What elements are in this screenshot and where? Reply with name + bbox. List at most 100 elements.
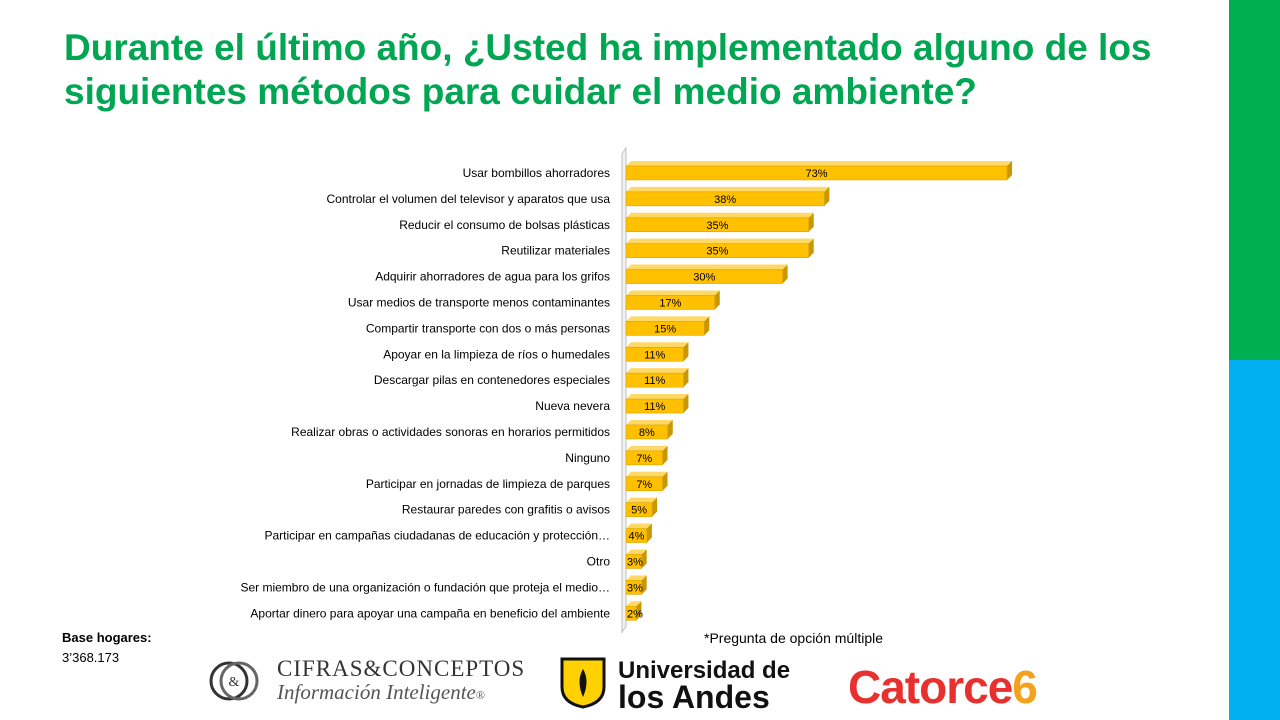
bar-front (625, 165, 1008, 181)
category-label: Nueva nevera (535, 399, 610, 413)
axis-wall (621, 146, 627, 634)
bar-front (625, 243, 809, 258)
bar-top (626, 368, 689, 374)
value-label: 4% (628, 531, 644, 543)
bar (625, 160, 1013, 181)
value-label: 11% (644, 349, 665, 361)
value-label: 7% (636, 479, 652, 491)
bar-top (626, 575, 647, 581)
bar (625, 342, 689, 362)
bar-top (626, 523, 652, 529)
bar-top (626, 212, 814, 218)
footnote: *Pregunta de opción múltiple (704, 630, 884, 646)
bar-top (626, 316, 710, 322)
bar (625, 419, 673, 440)
bar-top (626, 601, 642, 607)
bar-side (641, 575, 647, 595)
svg-text:&: & (229, 675, 240, 690)
page-title: Durante el último año, ¿Usted ha impleme… (64, 27, 1152, 112)
bar-top (626, 471, 668, 477)
cifras-conceptos-name: CIFRAS&CONCEPTOS (277, 656, 526, 681)
bar-top (626, 160, 1013, 166)
category-label: Controlar el volumen del televisor y apa… (327, 192, 611, 206)
cifras-conceptos-logo: & CIFRAS&CONCEPTOS Información Inteligen… (205, 654, 535, 710)
bar-side (824, 186, 830, 206)
side-bar-green (1229, 0, 1280, 360)
category-label: Reutilizar materiales (501, 244, 610, 258)
bar-front (625, 295, 716, 310)
bar (625, 238, 814, 258)
bar-front (625, 554, 642, 569)
bar-front (625, 476, 663, 492)
category-label: Usar bombillos ahorradores (463, 166, 610, 180)
bar (625, 368, 689, 388)
bar-side (683, 342, 689, 362)
cifras-conceptos-tagline: Información Inteligente® (277, 680, 485, 704)
bar (625, 497, 658, 517)
value-label: 2% (627, 608, 643, 620)
bar-front (625, 502, 653, 517)
bar-front (625, 450, 663, 466)
bar-front (625, 191, 825, 207)
category-label: Ser miembro de una organización o fundac… (240, 580, 610, 594)
bar (625, 264, 788, 284)
value-label: 15% (654, 323, 676, 335)
bar (625, 394, 689, 414)
value-label: 17% (659, 297, 681, 309)
bar-side (646, 523, 652, 543)
bar-front (625, 424, 669, 440)
bar-front (625, 321, 705, 336)
value-label: 11% (644, 401, 665, 413)
bar-side (667, 419, 673, 439)
bar-side (641, 549, 647, 569)
andes-line2: los Andes (618, 679, 770, 715)
bar-chart: Usar bombillos ahorradores Controlar el v… (240, 146, 1013, 634)
bar (625, 290, 720, 310)
bar-side (636, 601, 642, 621)
bar-side (652, 497, 658, 517)
bar-front (625, 605, 637, 621)
value-label: 3% (627, 556, 643, 568)
value-labels: 73% 38% 35% 35% 30% 17% 15% 11% 11% 11% 8% 7% 7% 5% 4%… (627, 168, 828, 620)
side-bar-blue (1229, 360, 1280, 720)
base-value: 3’368.173 (62, 650, 120, 665)
bars (625, 160, 1013, 621)
value-label: 73% (806, 168, 828, 180)
catorce6-logo: Catorce6 (848, 661, 1038, 713)
value-label: 35% (706, 220, 728, 232)
bar-side (1007, 160, 1013, 180)
bar-front (625, 269, 783, 284)
value-label: 5% (631, 505, 647, 517)
category-label: Participar en jornadas de limpieza de pa… (366, 477, 610, 491)
value-label: 3% (627, 582, 643, 594)
bar-side (662, 471, 668, 491)
bar-top (626, 290, 720, 296)
bar-top (626, 419, 673, 425)
bar-top (626, 549, 647, 555)
bar-side (782, 264, 788, 284)
universidad-andes-logo: Universidad de los Andes (560, 655, 820, 715)
andes-shield-icon (560, 657, 606, 709)
bar-front (625, 580, 642, 595)
bar-side (808, 238, 814, 258)
bar-front (625, 398, 684, 414)
bar-front (625, 372, 684, 388)
category-label: Descargar pilas en contenedores especial… (374, 373, 610, 387)
category-label: Restaurar paredes con grafitis o avisos (402, 503, 610, 517)
category-label: Adquirir ahorradores de agua para los gr… (375, 270, 610, 284)
bar (625, 212, 814, 233)
category-label: Reducir el consumo de bolsas plásticas (399, 218, 610, 232)
value-label: 8% (639, 427, 655, 439)
bar-top (626, 238, 814, 244)
bar-side (714, 290, 720, 310)
category-label: Realizar obras o actividades sonoras en … (291, 425, 610, 439)
bar-top (626, 394, 689, 400)
bar-side (808, 212, 814, 232)
bar-side (662, 445, 668, 465)
value-label: 30% (693, 272, 715, 284)
bar-front (625, 528, 648, 543)
bar (625, 186, 830, 207)
bar-top (626, 186, 830, 192)
bar-side (683, 368, 689, 388)
chart-axis (621, 146, 627, 634)
